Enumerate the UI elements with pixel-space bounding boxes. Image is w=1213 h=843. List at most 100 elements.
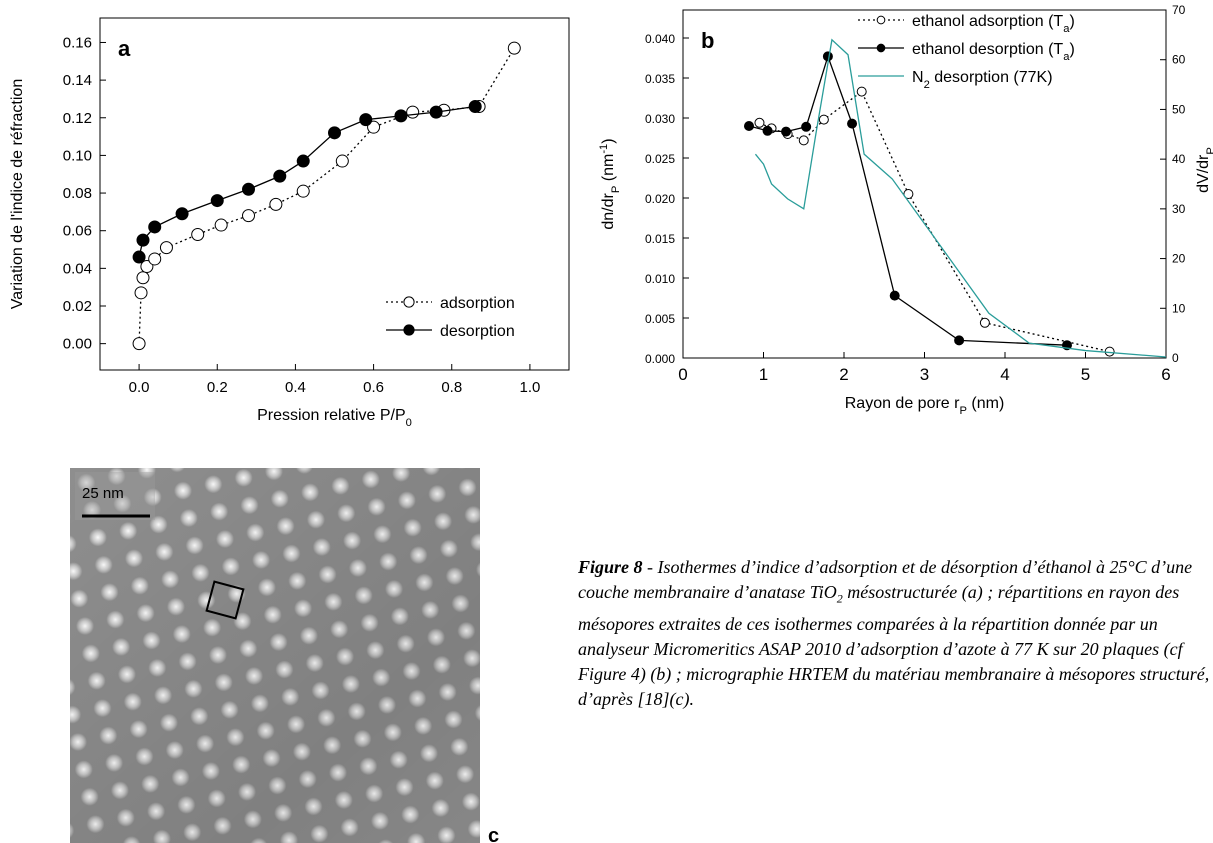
y-tick-label: 0.005: [645, 312, 675, 326]
data-point: [429, 105, 443, 119]
scale-bg: [75, 472, 155, 520]
y-tick-label: 0.12: [63, 110, 92, 127]
x-tick-label: 5: [1081, 365, 1090, 384]
data-point: [210, 194, 224, 208]
legend-label: adsorption: [440, 295, 515, 312]
y2-tick-label: 10: [1172, 301, 1186, 315]
y-tick-label: 0.015: [645, 232, 675, 246]
data-point: [367, 120, 381, 134]
data-point: [136, 271, 150, 285]
text-part: dn/dr: [600, 192, 617, 229]
y2-tick-label: 0: [1172, 351, 1179, 365]
data-point: [406, 105, 420, 119]
y-tick-label: 0.035: [645, 72, 675, 86]
data-point: [148, 252, 162, 266]
legend-label: ethanol adsorption (Ta): [912, 13, 1075, 35]
data-point: [134, 286, 148, 300]
y-tick-label: 0.10: [63, 147, 92, 164]
micrograph: 25 nm c: [70, 468, 499, 843]
legend-label: ethanol desorption (Ta): [912, 41, 1075, 63]
y2-tick-label: 60: [1172, 53, 1186, 67]
text-part: ): [600, 138, 617, 143]
x-tick-label: 0.0: [129, 379, 150, 396]
data-point: [468, 99, 482, 113]
text-part: 0: [406, 417, 412, 429]
series-line: [138, 105, 476, 258]
text-part: Rayon de pore r: [845, 395, 960, 412]
text-part: P: [610, 186, 622, 193]
text-part: dV/dr: [1195, 154, 1212, 193]
text-part: (nm): [967, 395, 1004, 412]
text-part: ethanol desorption (T: [912, 41, 1063, 58]
x-tick-label: 4: [1000, 365, 1009, 384]
data-point: [242, 209, 256, 223]
text-part: P: [959, 405, 966, 417]
y-axis-label: dn/drP (nm-1): [598, 138, 622, 229]
y2-tick-label: 20: [1172, 252, 1186, 266]
y-tick-label: 0.08: [63, 185, 92, 202]
text-part: ethanol adsorption (T: [912, 13, 1063, 30]
data-point: [762, 125, 773, 136]
data-point: [847, 118, 858, 129]
text-part: ): [1069, 41, 1074, 58]
data-point: [856, 86, 867, 97]
text-part: Figure 8: [578, 557, 643, 577]
x-tick-label: 0.6: [363, 379, 384, 396]
text-part: 2: [836, 591, 843, 606]
data-point: [954, 335, 965, 346]
x-tick-label: 2: [839, 365, 848, 384]
text-part: N: [912, 69, 924, 86]
data-point: [242, 182, 256, 196]
y-tick-label: 0.000: [645, 352, 675, 366]
y2-tick-label: 40: [1172, 152, 1186, 166]
data-point: [335, 154, 349, 168]
data-point: [507, 41, 521, 55]
x-tick-label: 6: [1161, 365, 1170, 384]
legend-marker: [403, 324, 415, 336]
scale-label: 25 nm: [82, 485, 124, 502]
series-line: [754, 38, 1167, 358]
legend-label: desorption: [440, 323, 515, 340]
y2-axis-label: dV/drP: [1195, 147, 1213, 193]
series-line: [759, 90, 1110, 353]
data-point: [132, 337, 146, 351]
series-line: [138, 47, 515, 344]
panel-label: b: [701, 28, 714, 53]
text-part: mésostructurée (a) ; répartitions en ray…: [578, 582, 1210, 709]
y-tick-label: 0.040: [645, 32, 675, 46]
x-tick-label: 0: [678, 365, 687, 384]
y-tick-label: 0.00: [63, 336, 92, 353]
data-point: [889, 290, 900, 301]
data-point: [903, 189, 914, 199]
plot-frame: [99, 17, 570, 371]
plot-frame: [682, 9, 1167, 359]
data-point: [328, 126, 341, 140]
data-point: [781, 126, 792, 137]
data-point: [175, 207, 189, 221]
y-tick-label: 0.025: [645, 152, 675, 166]
caption: Figure 8 - Isothermes d’indice d’adsorpt…: [578, 555, 1213, 712]
legend-marker: [876, 43, 886, 53]
text-part: 2: [924, 79, 930, 91]
data-point: [140, 259, 154, 273]
data-point: [801, 121, 812, 132]
text-part: P: [1205, 147, 1213, 154]
x-axis-label: Pression relative P/P0: [257, 407, 412, 429]
data-point: [296, 154, 310, 168]
text-part: - Isothermes d’indice d’adsorption et de…: [578, 557, 1193, 602]
text-part: (nm: [600, 154, 617, 186]
x-tick-label: 3: [920, 365, 929, 384]
text-part: ): [1069, 13, 1074, 30]
y-tick-label: 0.14: [63, 72, 92, 89]
y-tick-label: 0.06: [63, 223, 92, 240]
micrograph-shade: [70, 468, 480, 843]
data-point: [798, 135, 809, 146]
legend-label: N2 desorption (77K): [912, 69, 1053, 91]
y-tick-label: 0.04: [63, 260, 92, 277]
data-point: [394, 109, 408, 123]
data-point: [744, 121, 755, 131]
y-axis-label: Variation de l'indice de réfraction: [9, 79, 26, 309]
y-tick-label: 0.010: [645, 272, 675, 286]
